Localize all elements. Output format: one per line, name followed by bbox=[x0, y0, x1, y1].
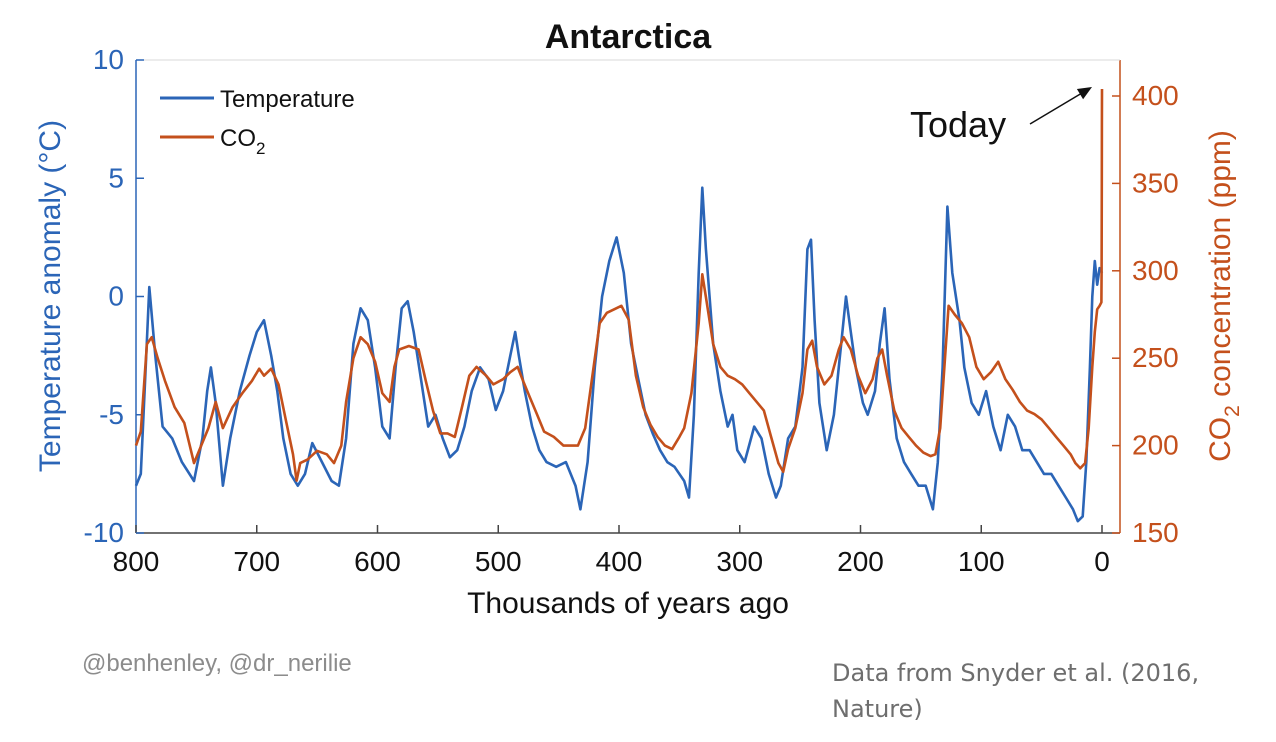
x-tick-label: 100 bbox=[958, 546, 1005, 577]
y-left-tick-label: -5 bbox=[99, 399, 124, 430]
y-left-tick-label: 0 bbox=[108, 281, 124, 312]
x-tick-label: 200 bbox=[837, 546, 884, 577]
y-right-tick-label: 400 bbox=[1132, 80, 1179, 111]
temperature-series-line bbox=[134, 186, 1104, 523]
today-annotation: Today bbox=[910, 104, 1006, 145]
y-axis-left-label: Temperature anomaly (°C) bbox=[34, 120, 67, 472]
x-tick-label: 400 bbox=[596, 546, 643, 577]
y-right-tick-label: 250 bbox=[1132, 342, 1179, 373]
y-axis-right-label-prefix: CO bbox=[1204, 417, 1237, 462]
y-axis-right-label-suffix: concentration (ppm) bbox=[1204, 130, 1237, 405]
y-left-tick-label: -10 bbox=[84, 517, 124, 548]
today-arrow bbox=[1029, 92, 1083, 125]
y-right-tick-label: 200 bbox=[1132, 430, 1179, 461]
x-tick-label: 700 bbox=[233, 546, 280, 577]
x-tick-label: 600 bbox=[354, 546, 401, 577]
x-axis-label: Thousands of years ago bbox=[467, 587, 789, 620]
y-right-tick-label: 300 bbox=[1132, 255, 1179, 286]
x-tick-label: 800 bbox=[113, 546, 160, 577]
legend-co2-subscript: 2 bbox=[256, 139, 265, 158]
y-left-tick-label: 10 bbox=[93, 44, 124, 75]
data-source-note: Data from Snyder et al. (2016, Nature) bbox=[832, 659, 1200, 723]
legend-co2-main: CO bbox=[220, 125, 256, 152]
today-arrow-head bbox=[1076, 87, 1092, 100]
x-tick-label: 0 bbox=[1094, 546, 1110, 577]
chart-title: Antarctica bbox=[545, 18, 712, 56]
x-tick-label: 300 bbox=[716, 546, 763, 577]
y-axis-right-label-subscript: 2 bbox=[1221, 405, 1244, 417]
author-credit: @benhenley, @dr_nerilie bbox=[82, 650, 352, 677]
y-right-tick-label: 350 bbox=[1132, 167, 1179, 198]
co2-series-line bbox=[134, 88, 1104, 482]
legend-label-temperature: Temperature bbox=[220, 86, 355, 113]
x-tick-label: 500 bbox=[475, 546, 522, 577]
legend: Temperature CO2 bbox=[160, 86, 355, 158]
legend-label-co2: CO2 bbox=[220, 125, 265, 158]
y-left-tick-label: 5 bbox=[108, 162, 124, 193]
y-right-tick-label: 150 bbox=[1132, 517, 1179, 548]
y-axis-right-label: CO2 concentration (ppm) bbox=[1204, 130, 1244, 462]
